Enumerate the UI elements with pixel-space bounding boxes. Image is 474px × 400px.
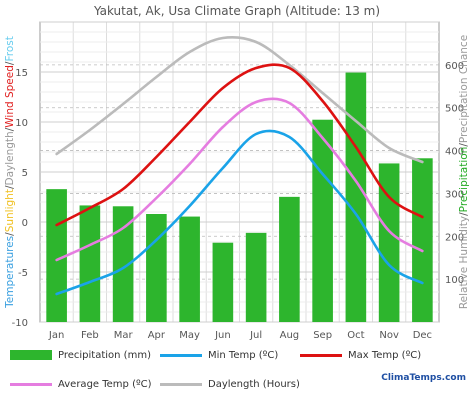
axis-label-part: / — [4, 232, 16, 236]
chart-title: Yakutat, Ak, Usa Climate Graph (Altitude… — [93, 4, 380, 18]
left-tick-label: 10 — [15, 118, 28, 129]
x-tick-label: Sep — [313, 330, 332, 341]
precipitation-bar — [146, 214, 167, 322]
axis-label-part: / — [4, 127, 16, 131]
series-line — [55, 97, 424, 262]
right-tick-label: 500 — [445, 104, 464, 115]
legend-label: Max Temp (ºC) — [348, 349, 422, 361]
precipitation-bars — [46, 72, 433, 322]
precipitation-bar — [212, 242, 234, 322]
right-tick-label: 100 — [445, 275, 464, 286]
right-tick-label: 200 — [445, 232, 464, 243]
left-tick-label: -10 — [12, 318, 28, 329]
left-tick-label: 0 — [22, 218, 28, 229]
x-tick-label: May — [179, 330, 200, 341]
right-tick-label: 600 — [445, 61, 464, 72]
axis-label-part: / — [458, 143, 470, 147]
precipitation-bar — [79, 205, 101, 322]
legend-item: Min Temp (ºC) — [160, 346, 278, 364]
left-tick-label: 15 — [15, 68, 28, 79]
x-tick-label: Mar — [114, 330, 134, 341]
right-tick-label: 300 — [445, 189, 464, 200]
legend-label: Precipitation (mm) — [58, 349, 151, 361]
precipitation-bar — [245, 232, 267, 322]
left-tick-label: -5 — [18, 268, 28, 279]
legend-label: Daylength (Hours) — [208, 378, 300, 390]
right-axis-label: Relative Humidity/Precipitation/Precipit… — [458, 35, 470, 309]
legend-item: Daylength (Hours) — [160, 375, 300, 393]
precipitation-bar — [112, 206, 134, 322]
series-line — [55, 35, 424, 164]
axis-label-part: Precipitation Chance — [458, 35, 470, 143]
legend-swatch — [10, 350, 52, 360]
legend-item: Precipitation (mm) — [10, 346, 151, 364]
x-tick-label: Jul — [249, 330, 262, 341]
precipitation-bar — [345, 72, 367, 322]
x-tick-label: Nov — [379, 330, 399, 341]
axis-label-part: / — [458, 212, 470, 216]
brand-text: ClimaTemps.com — [381, 373, 466, 383]
series-line — [55, 63, 424, 227]
precipitation-bar — [279, 196, 300, 322]
axis-label-part: Daylength — [4, 131, 16, 185]
legend-item: Max Temp (ºC) — [300, 346, 421, 364]
precipitation-bar — [179, 216, 200, 322]
axis-label-part: Temperatures — [4, 236, 16, 309]
x-tick-label: Aug — [280, 330, 300, 341]
axis-label-part: Sunlight — [4, 189, 16, 232]
axis-label-part: Wind Speed — [4, 65, 16, 128]
legend-label: Average Temp (ºC) — [58, 378, 152, 390]
axis-label-part: / — [4, 61, 16, 65]
left-axis-label: Temperatures/Sunlight/Daylength/Wind Spe… — [4, 36, 16, 309]
legend-swatch — [300, 353, 342, 357]
axis-label-part: Frost — [4, 36, 16, 61]
series-line — [55, 129, 424, 296]
x-tick-label: Oct — [347, 330, 364, 341]
x-tick-label: Jun — [214, 330, 231, 341]
precipitation-bar — [412, 158, 433, 322]
precipitation-bar — [312, 119, 333, 322]
right-axis-ticks: 100 200 300 400 500 600 — [445, 61, 464, 286]
x-tick-label: Jan — [48, 330, 64, 341]
axis-label-part: Precipitation — [458, 147, 470, 213]
legend-swatch — [10, 382, 52, 386]
left-axis-ticks: -10 -5 0 5 10 15 — [12, 68, 28, 329]
x-tick-label: Feb — [81, 330, 99, 341]
legend-swatch — [160, 353, 202, 357]
right-tick-label: 400 — [445, 147, 464, 158]
temperature-lines — [55, 35, 424, 296]
x-axis-ticks: Jan Feb Mar Apr May Jun Jul Aug Sep Oct Nov Dec — [48, 330, 432, 341]
legend-swatch — [160, 382, 202, 386]
left-tick-label: 5 — [22, 168, 28, 179]
legend-item: Average Temp (ºC) — [10, 375, 152, 393]
x-tick-label: Dec — [413, 330, 432, 341]
axis-label-part: / — [4, 185, 16, 189]
x-tick-label: Apr — [148, 330, 166, 341]
axis-label-part: Relative Humidity — [458, 216, 470, 309]
legend-label: Min Temp (ºC) — [208, 349, 279, 361]
